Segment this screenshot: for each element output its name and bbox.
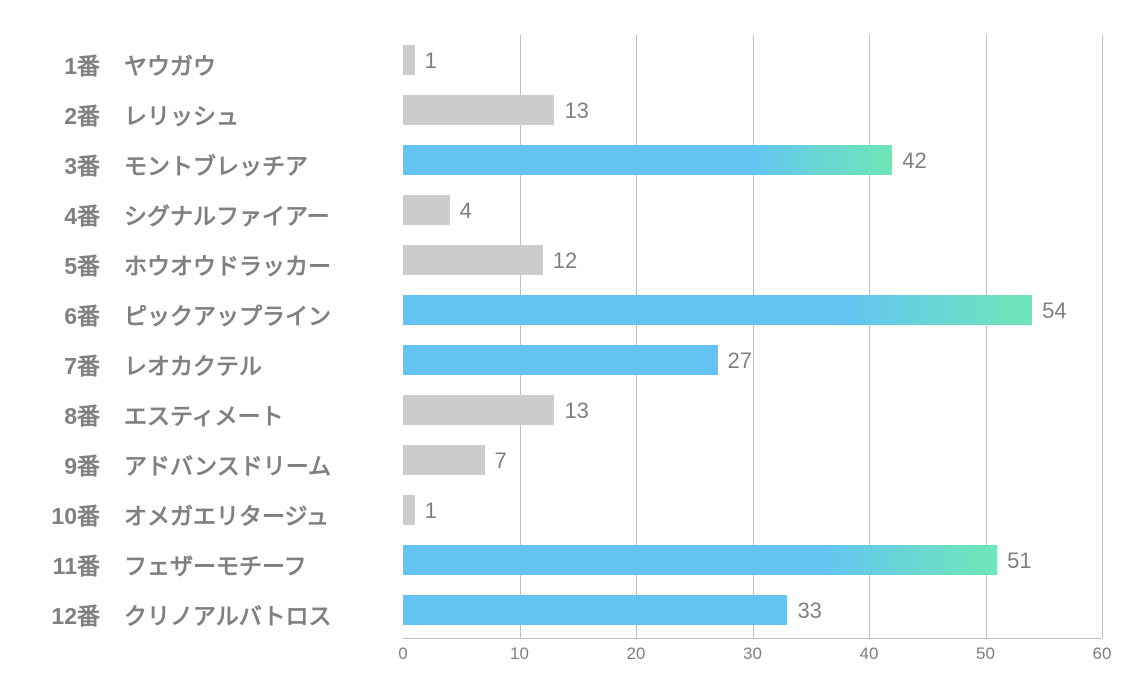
row-name-label: モントブレッチア (124, 147, 308, 181)
row-number-label: 3番 (0, 147, 100, 181)
bar-value-label: 13 (564, 398, 588, 424)
row-number-label: 9番 (0, 447, 100, 481)
x-axis-baseline (403, 638, 1102, 639)
bar-value-label: 33 (797, 598, 821, 624)
row-name-label: ヤウガウ (124, 47, 216, 81)
x-tick-label: 40 (849, 644, 889, 664)
x-tick-label: 20 (616, 644, 656, 664)
bar-value-label: 1 (425, 498, 437, 524)
bar-value-label: 51 (1007, 548, 1031, 574)
row-number-label: 11番 (0, 547, 100, 581)
row-name-label: シグナルファイアー (124, 197, 330, 231)
bar (403, 595, 787, 625)
row-name-label: エスティメート (124, 397, 284, 431)
bar-value-label: 54 (1042, 298, 1066, 324)
bar (403, 145, 892, 175)
x-tick-label: 50 (966, 644, 1006, 664)
row-name-label: アドバンスドリーム (124, 447, 331, 481)
bar (403, 395, 554, 425)
row-name-label: レオカクテル (124, 347, 262, 381)
bar (403, 445, 485, 475)
bar (403, 95, 554, 125)
x-tick-label: 0 (383, 644, 423, 664)
row-name-label: オメガエリタージュ (124, 497, 329, 531)
row-name-label: ピックアップライン (124, 297, 331, 331)
x-tick-label: 10 (500, 644, 540, 664)
row-name-label: フェザーモチーフ (124, 547, 307, 581)
row-number-label: 2番 (0, 97, 100, 131)
bar-value-label: 42 (902, 148, 926, 174)
row-number-label: 4番 (0, 197, 100, 231)
bar (403, 495, 415, 525)
row-number-label: 6番 (0, 297, 100, 331)
bar-value-label: 1 (425, 48, 437, 74)
bar (403, 545, 997, 575)
x-tick-label: 60 (1082, 644, 1122, 664)
bar (403, 245, 543, 275)
row-name-label: ホウオウドラッカー (124, 247, 331, 281)
row-number-label: 7番 (0, 347, 100, 381)
bar (403, 45, 415, 75)
bar (403, 295, 1032, 325)
bar (403, 345, 718, 375)
gridline (1102, 35, 1103, 638)
row-name-label: レリッシュ (124, 97, 239, 131)
bar-value-label: 12 (553, 248, 577, 274)
bar-value-label: 4 (460, 198, 472, 224)
row-number-label: 1番 (0, 47, 100, 81)
row-name-label: クリノアルバトロス (124, 597, 331, 631)
row-number-label: 8番 (0, 397, 100, 431)
bar-value-label: 7 (495, 448, 507, 474)
bar-value-label: 13 (564, 98, 588, 124)
horizontal-bar-chart: 01020304050601番ヤウガウ12番レリッシュ133番モントブレッチア4… (0, 0, 1134, 680)
row-number-label: 10番 (0, 497, 100, 531)
row-number-label: 12番 (0, 597, 100, 631)
row-number-label: 5番 (0, 247, 100, 281)
bar (403, 195, 450, 225)
bar-value-label: 27 (728, 348, 752, 374)
x-tick-label: 30 (733, 644, 773, 664)
